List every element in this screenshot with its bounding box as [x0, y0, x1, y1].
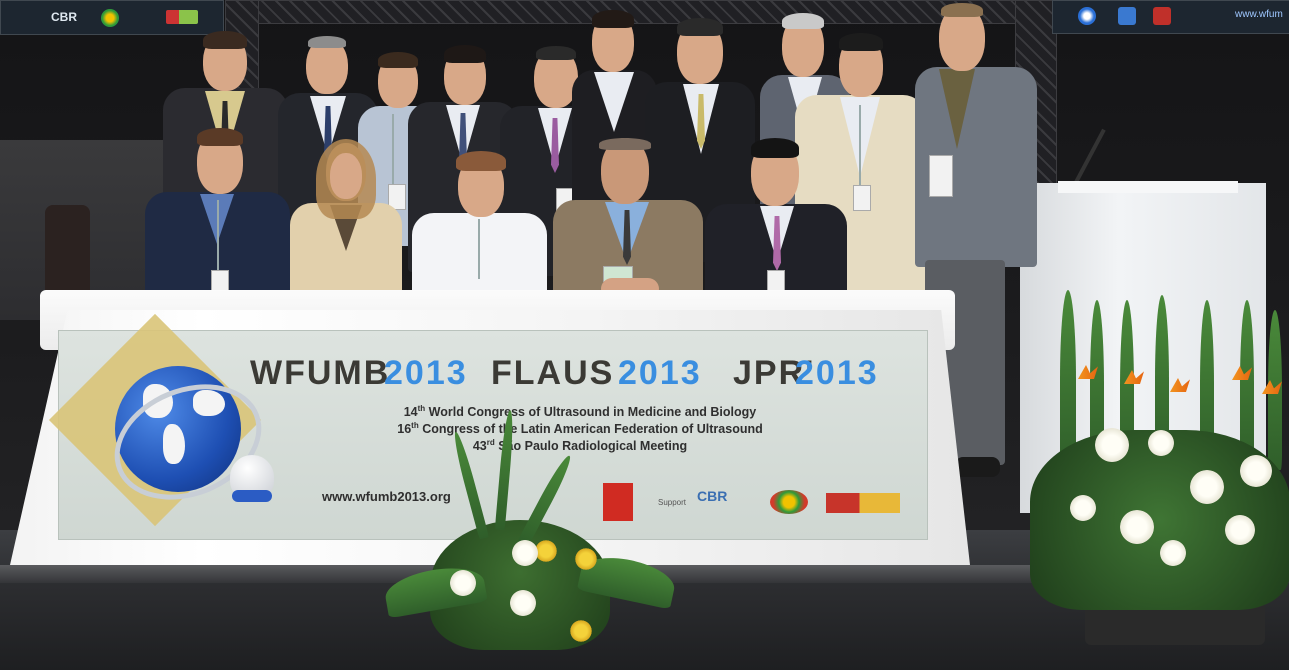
- sponsor-brasil-logo-icon: [770, 490, 808, 514]
- banner-title-jpr: JPR': [733, 354, 816, 392]
- sponsor-red-logo-icon: [603, 483, 633, 521]
- sponsor-bar-logo-icon: [826, 493, 900, 513]
- top-truss: [225, 0, 1057, 24]
- banner-line-2: 16th Congress of the Latin American Fede…: [397, 421, 763, 437]
- jpr-logo-icon: [1153, 7, 1171, 25]
- banner-title-wfumb: WFUMB: [250, 354, 391, 392]
- flaus-logo-icon: [1118, 7, 1136, 25]
- banner-url: www.wfumb2013.org: [322, 489, 451, 504]
- sponsor-logo-icon: [166, 10, 198, 24]
- right-screen: www.wfum: [1052, 0, 1289, 34]
- banner-title-flaus: FLAUS: [491, 354, 615, 392]
- wfumb-logo-icon: [1078, 7, 1096, 25]
- podium-top: [1058, 181, 1238, 193]
- banner-title-year-1: 2013: [384, 354, 468, 392]
- left-screen: CBR: [0, 0, 224, 35]
- banner-title-year-2: 2013: [618, 354, 702, 392]
- banner-line-3: 43rd São Paulo Radiological Meeting: [472, 438, 688, 454]
- banner-title-year-3: 2013: [795, 354, 879, 392]
- screen-url: www.wfum: [1235, 9, 1283, 20]
- support-label: Support: [658, 498, 687, 507]
- probe-cable-icon: [232, 490, 272, 502]
- sponsor-cbr-logo: CBR: [697, 488, 728, 504]
- screen-logo-cbr: CBR: [51, 10, 77, 24]
- globe-icon: [115, 366, 241, 492]
- banner-line-1: 14th World Congress of Ultrasound in Med…: [403, 404, 757, 420]
- brasil-logo-icon: [101, 9, 119, 27]
